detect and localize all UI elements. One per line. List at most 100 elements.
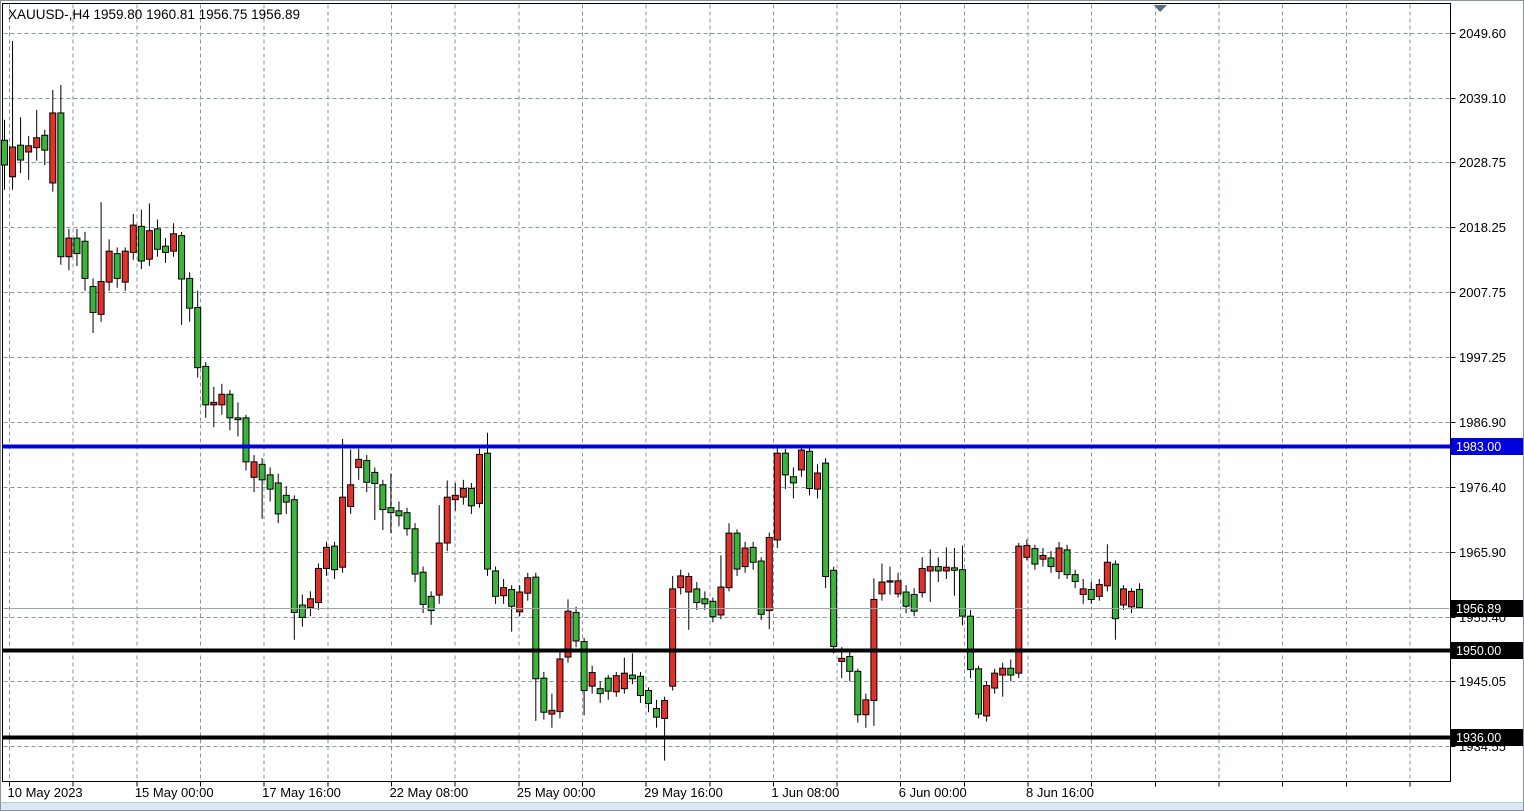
candle	[749, 541, 757, 570]
candle	[210, 386, 218, 428]
candle	[1079, 578, 1087, 604]
candle	[830, 566, 838, 654]
candle	[363, 455, 371, 493]
candle	[846, 650, 854, 682]
svg-text:1983.00: 1983.00	[1456, 440, 1501, 454]
candle	[532, 572, 540, 721]
candle	[1055, 541, 1063, 579]
candle	[484, 432, 491, 576]
chart-title-ohlc: XAUUSD-,H4 1959.80 1960.81 1956.75 1956.…	[8, 7, 300, 22]
candle	[290, 495, 298, 640]
candle	[379, 479, 387, 531]
candle	[129, 213, 137, 260]
candle	[97, 202, 105, 322]
candle	[942, 547, 950, 579]
candle	[540, 671, 548, 720]
horizontal-level-lines[interactable]	[2, 444, 1451, 740]
candle	[323, 541, 330, 576]
candle	[1031, 544, 1039, 570]
y-axis-label: 1986.90	[1459, 415, 1506, 430]
x-axis-label: 22 May 08:00	[389, 785, 468, 800]
candle	[886, 566, 894, 595]
candle	[467, 482, 475, 514]
candle	[331, 541, 339, 579]
candle	[612, 671, 620, 697]
candle	[975, 665, 983, 719]
candle	[242, 414, 250, 471]
candle	[451, 482, 459, 511]
candle	[669, 575, 677, 691]
candle	[492, 566, 500, 604]
auto-scroll-marker-icon[interactable]	[1153, 5, 1168, 12]
candle	[677, 569, 685, 595]
resistance-1983-badge: 1983.00	[1451, 438, 1523, 455]
x-axis-label: 17 May 16:00	[262, 785, 341, 800]
candle	[661, 696, 669, 761]
x-axis-label: 6 Jun 00:00	[899, 785, 967, 800]
candle	[443, 480, 451, 552]
candle	[145, 203, 153, 267]
candle	[121, 247, 129, 291]
candle	[65, 228, 73, 271]
svg-text:1956.89: 1956.89	[1456, 602, 1501, 616]
candle	[958, 545, 966, 626]
candle	[934, 557, 942, 583]
svg-text:1936.00: 1936.00	[1456, 731, 1501, 745]
candle	[162, 238, 169, 263]
candle	[862, 693, 870, 728]
y-axis-label: 2039.10	[1459, 91, 1506, 106]
candle	[1071, 569, 1079, 589]
x-axis-label: 8 Jun 16:00	[1026, 785, 1094, 800]
candle	[516, 585, 524, 617]
candle	[991, 668, 999, 694]
candle	[153, 219, 161, 257]
candle	[202, 362, 210, 418]
candle	[113, 247, 121, 288]
support-1950-badge: 1950.00	[1451, 642, 1523, 659]
candle	[81, 231, 89, 291]
candle	[73, 228, 81, 267]
candle	[725, 523, 733, 592]
candle	[1007, 659, 1015, 682]
candle	[1087, 582, 1095, 604]
axes: 2049.60 2039.10 2028.75 2018.25 2007.75 1997.…	[8, 26, 1507, 800]
candle	[741, 541, 749, 573]
plot-frame	[2, 3, 1451, 782]
candle	[983, 681, 991, 722]
candle	[234, 402, 242, 437]
x-axis-label: 15 May 00:00	[135, 785, 214, 800]
candle	[789, 467, 797, 499]
candle	[653, 699, 661, 728]
candle	[1039, 547, 1047, 567]
svg-text:1950.00: 1950.00	[1456, 644, 1501, 658]
candle	[89, 278, 97, 333]
candle	[395, 501, 403, 527]
candle	[636, 671, 644, 703]
bid-price-badge: 1956.89	[1451, 600, 1523, 617]
candle	[588, 665, 596, 694]
candle	[781, 448, 789, 490]
y-axis-label: 2028.75	[1459, 155, 1506, 170]
candle	[105, 239, 113, 291]
candle	[306, 591, 314, 617]
candle	[1136, 583, 1144, 609]
candle	[314, 563, 322, 610]
candle	[693, 582, 701, 610]
candle	[226, 389, 234, 431]
candle	[355, 448, 363, 480]
candle	[926, 549, 934, 602]
candle	[733, 529, 741, 576]
candle	[1103, 544, 1111, 592]
y-axis-label: 1965.90	[1459, 545, 1506, 560]
candle	[548, 693, 556, 728]
candle	[1, 119, 8, 190]
candle	[33, 109, 41, 161]
candle	[757, 557, 765, 620]
candle	[797, 445, 805, 477]
candle	[524, 572, 532, 601]
candle	[620, 657, 628, 694]
candle	[371, 467, 379, 521]
candle	[1023, 539, 1031, 561]
candle	[411, 523, 419, 583]
